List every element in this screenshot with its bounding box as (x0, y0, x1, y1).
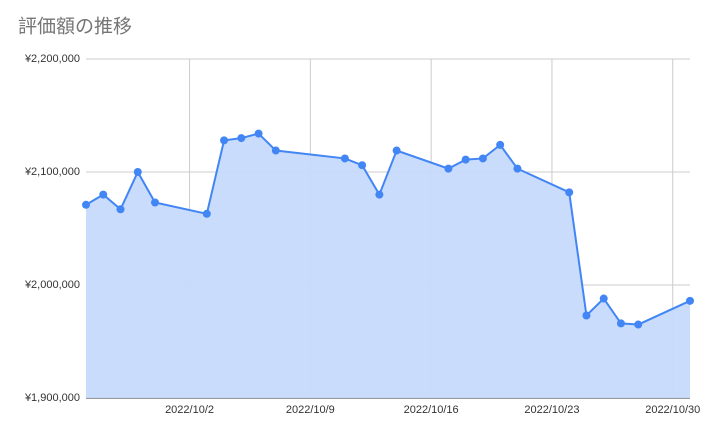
point (496, 140, 505, 149)
point (358, 161, 367, 170)
point (461, 155, 470, 164)
point (116, 205, 125, 214)
point (254, 129, 263, 138)
x-tick-label: 2022/10/30 (645, 404, 700, 416)
area (86, 133, 690, 398)
y-tick-label: ¥2,000,000 (24, 279, 80, 291)
point (237, 134, 246, 143)
point (392, 146, 401, 155)
y-tick-label: ¥1,900,000 (24, 392, 80, 404)
chart-title: 評価額の推移 (18, 16, 132, 38)
point (340, 154, 349, 163)
x-tick-label: 2022/10/16 (404, 404, 459, 416)
x-tick-label: 2022/10/23 (524, 404, 579, 416)
point (271, 146, 280, 155)
point (444, 164, 453, 173)
point (151, 198, 160, 207)
point (133, 168, 142, 176)
x-tick-label: 2022/10/9 (286, 404, 335, 416)
point (513, 164, 522, 173)
y-tick-label: ¥2,100,000 (24, 166, 80, 178)
point (375, 190, 384, 199)
point (82, 200, 90, 209)
x-tick-label: 2022/10/2 (165, 404, 214, 416)
point (478, 154, 487, 163)
point (582, 311, 591, 320)
point (616, 319, 625, 328)
y-tick-label: ¥2,200,000 (24, 53, 80, 65)
point (686, 296, 694, 305)
point (202, 209, 211, 218)
point (220, 136, 229, 145)
point (99, 190, 108, 199)
point (565, 188, 574, 197)
point (634, 320, 643, 329)
point (599, 294, 608, 303)
